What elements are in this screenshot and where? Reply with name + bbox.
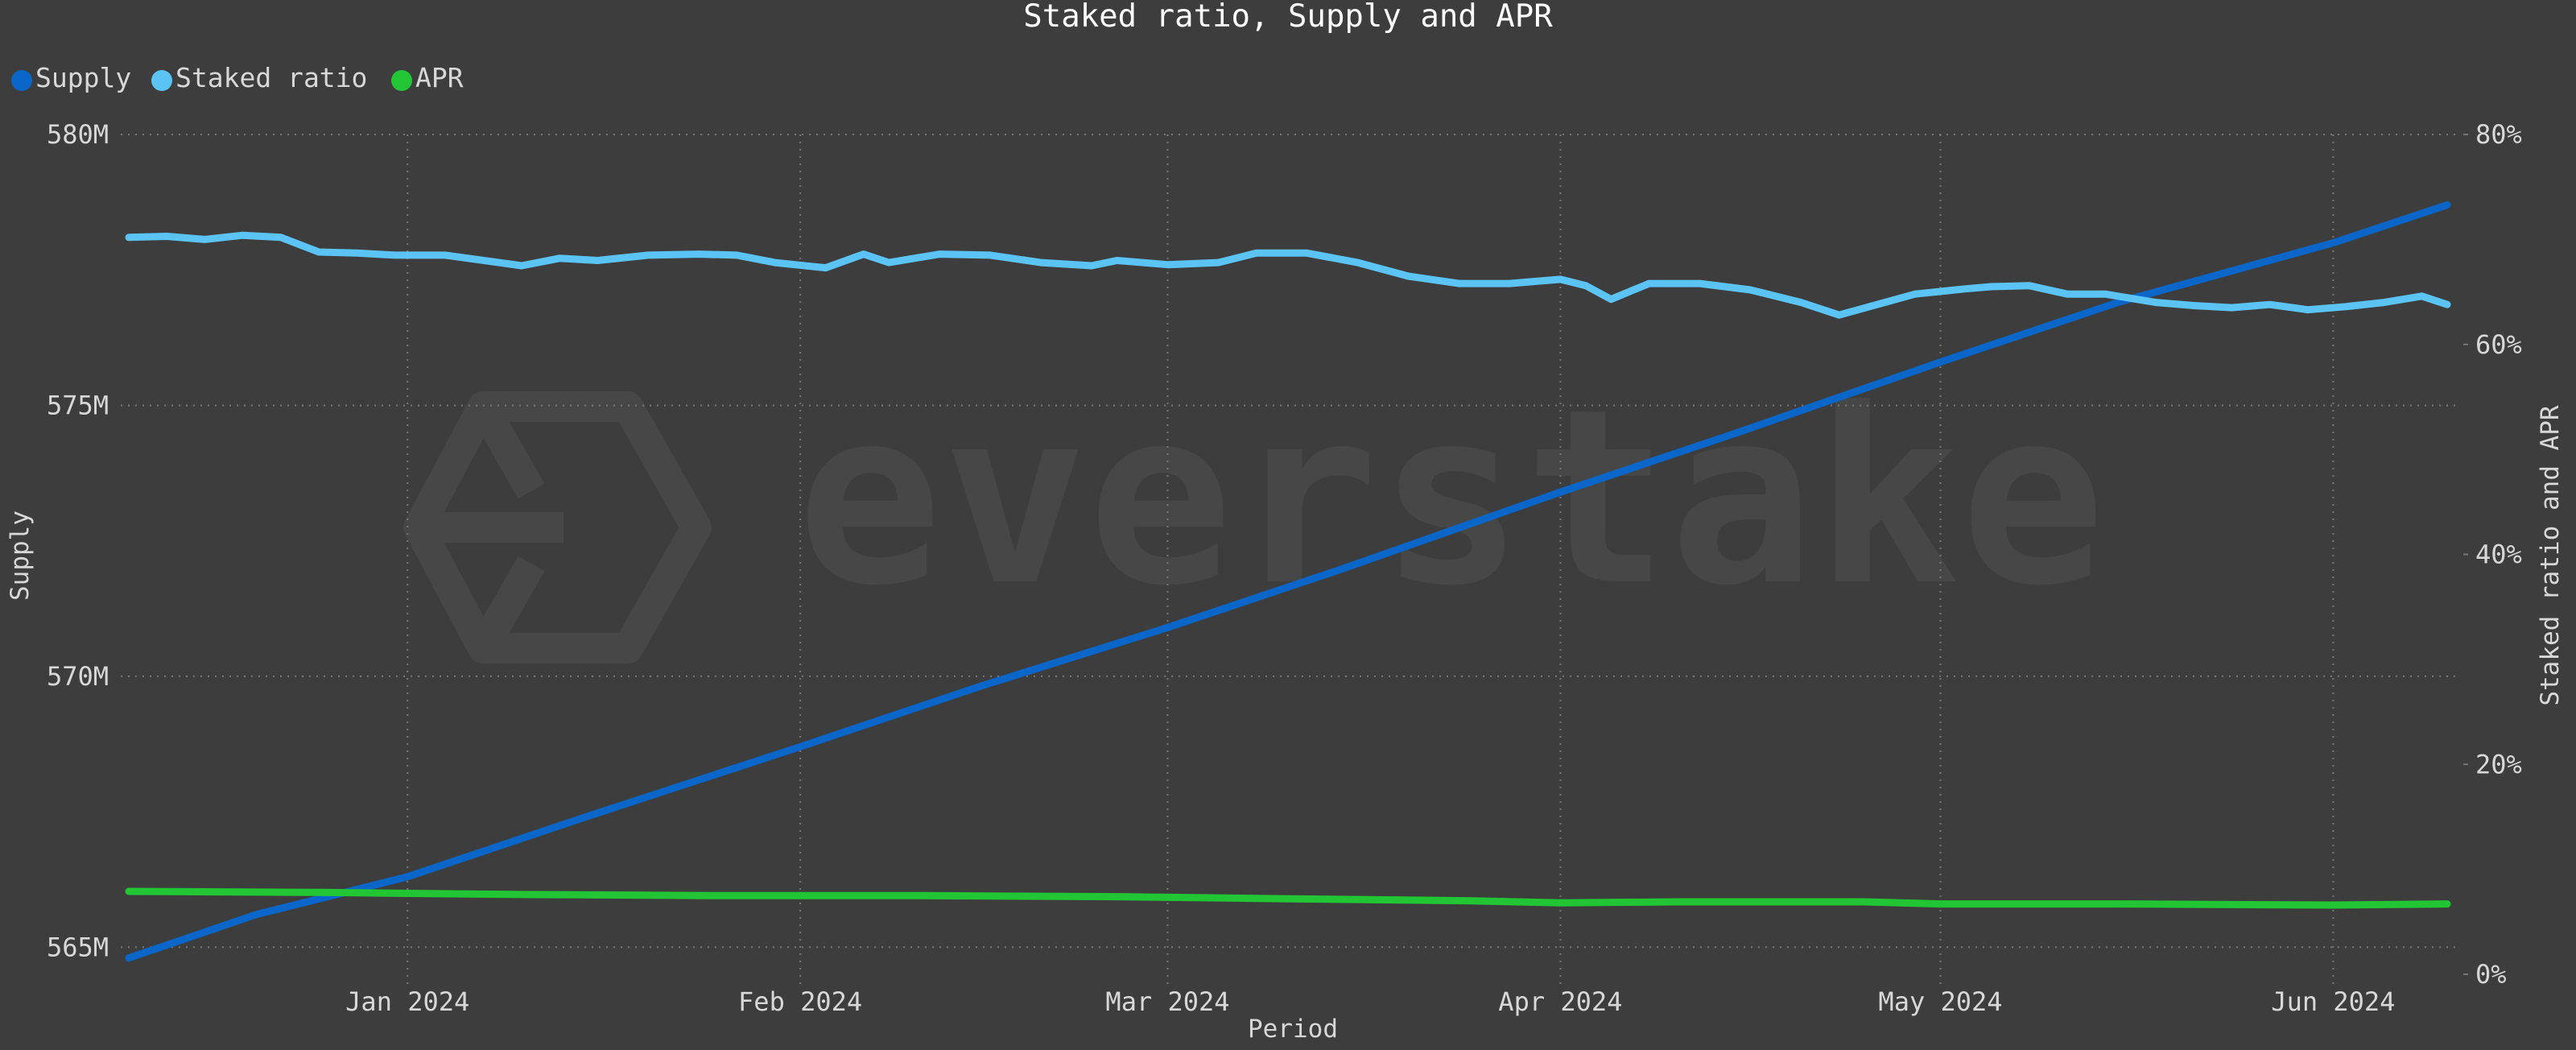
legend-marker-supply [11, 70, 32, 91]
legend: Supply Staked ratio APR [11, 62, 464, 93]
series-line-supply[interactable] [125, 201, 2451, 962]
y-left-tick-label-570m: 570M [47, 661, 109, 692]
y-right-tick-label-80: 80% [2475, 119, 2522, 150]
legend-label-staked-ratio: Staked ratio [175, 62, 367, 93]
y-left-tick-label-575m: 575M [47, 390, 109, 420]
series [125, 201, 2451, 962]
y-right-tick-label-60: 60% [2475, 329, 2522, 360]
y-right-tick-label-40: 40% [2475, 539, 2522, 570]
series-line-apr[interactable] [125, 887, 2451, 909]
y-axis-left-title: Supply [6, 511, 35, 601]
series-line-staked-ratio[interactable] [125, 231, 2451, 319]
x-tick-label-apr-2024: Apr 2024 [1498, 986, 1622, 1017]
y-right-tick-label-20: 20% [2475, 749, 2522, 779]
x-tick-label-mar-2024: Mar 2024 [1105, 986, 1229, 1017]
x-tick-label-jan-2024: Jan 2024 [345, 986, 469, 1017]
y-left-tick-label-580m: 580M [47, 119, 109, 150]
chart-title: Staked ratio, Supply and APR [1023, 0, 1553, 35]
everstake-watermark-logo [403, 391, 712, 663]
x-tick-label-may-2024: May 2024 [1878, 986, 2002, 1017]
legend-label-supply: Supply [35, 62, 131, 93]
x-axis-title: Period [1248, 1015, 1338, 1044]
axes: Jan 2024 Feb 2024 Mar 2024 Apr 2024 May 2024… [47, 119, 2522, 1017]
legend-marker-staked-ratio [151, 70, 172, 91]
y-right-tick-label-0: 0% [2475, 959, 2507, 990]
y-left-tick-label-565m: 565M [47, 932, 109, 962]
x-tick-label-feb-2024: Feb 2024 [738, 986, 862, 1017]
legend-marker-apr [391, 70, 412, 91]
legend-item-apr[interactable]: APR [391, 62, 464, 93]
watermark-text: everstake [797, 358, 2106, 639]
legend-label-apr: APR [415, 62, 464, 93]
y-axis-right-title: Staked ratio and APR [2536, 405, 2565, 706]
x-tick-label-jun-2024: Jun 2024 [2271, 986, 2395, 1017]
legend-item-supply[interactable]: Supply [11, 62, 131, 93]
legend-item-staked-ratio[interactable]: Staked ratio [151, 62, 367, 93]
